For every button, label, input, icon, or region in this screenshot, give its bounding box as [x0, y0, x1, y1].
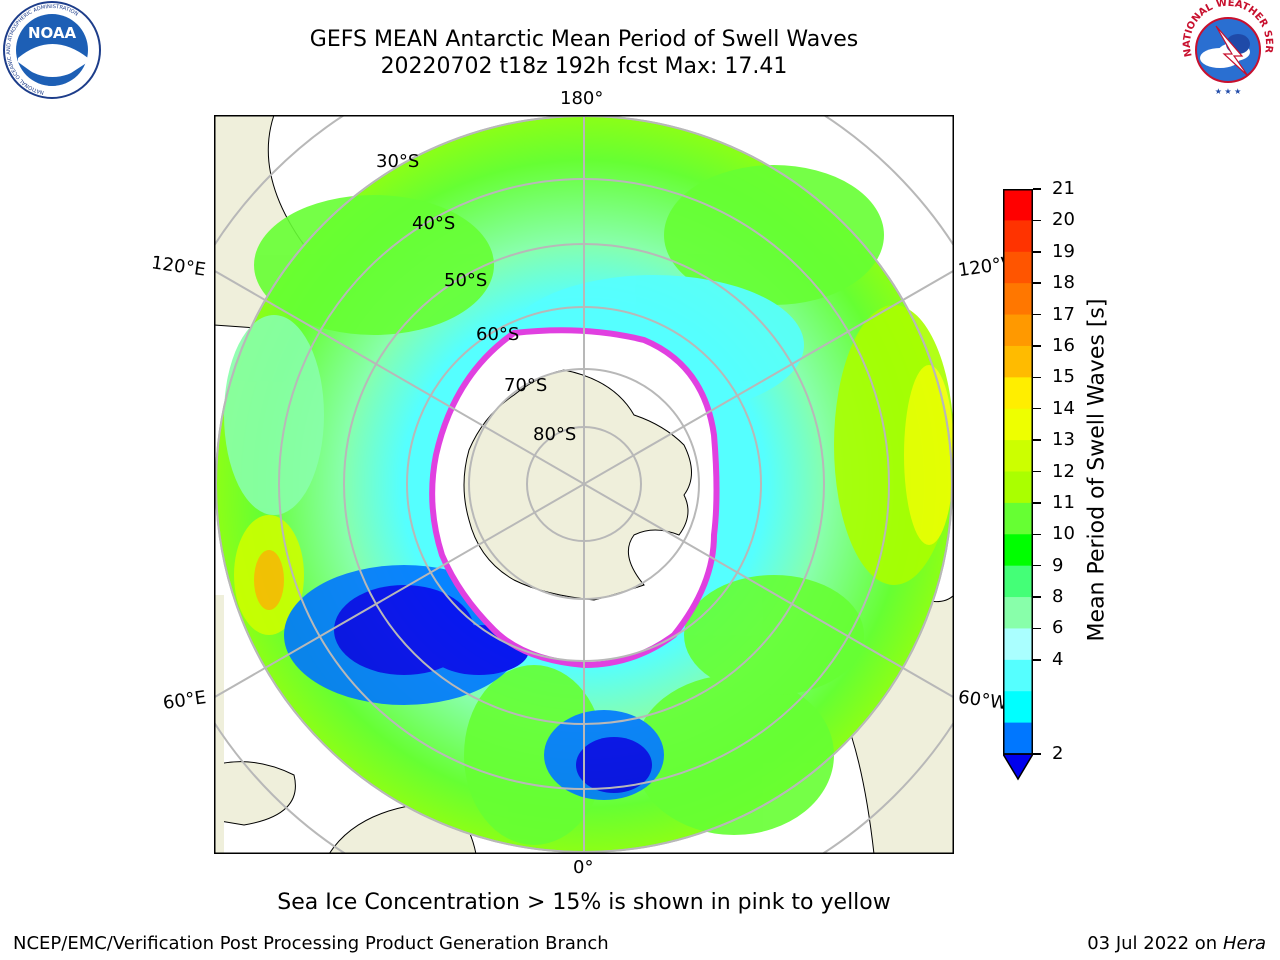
colorbar-tick-mark	[1033, 251, 1041, 253]
colorbar-tick-mark	[1033, 533, 1041, 536]
colorbar-tick-label: 2	[1052, 743, 1064, 764]
lat-label-80s: 80°S	[533, 424, 577, 445]
lon-label-0: 0°	[573, 857, 594, 878]
colorbar-band	[1003, 659, 1033, 692]
colorbar-band	[1003, 691, 1033, 724]
colorbar-tick-mark	[1033, 564, 1041, 567]
colorbar-tick-mark	[1033, 470, 1041, 473]
lat-label-60s: 60°S	[476, 324, 520, 345]
lat-label-70s: 70°S	[504, 375, 548, 396]
colorbar-band	[1003, 440, 1033, 472]
colorbar-tick-label: 16	[1052, 334, 1075, 356]
colorbar-tick-mark	[1033, 627, 1041, 630]
colorbar-band	[1003, 377, 1033, 410]
colorbar-tick-mark	[1033, 659, 1041, 661]
svg-text:★ ★ ★: ★ ★ ★	[1215, 87, 1242, 96]
colorbar-tick-label: 15	[1052, 366, 1075, 388]
colorbar-tick-mark	[1033, 376, 1041, 379]
colorbar-tick-mark	[1033, 188, 1041, 190]
colorbar-band	[1003, 314, 1033, 347]
colorbar-tick-label: 20	[1052, 209, 1075, 231]
colorbar-tick-mark	[1033, 345, 1041, 347]
antarctica	[463, 369, 692, 601]
colorbar-band	[1003, 628, 1033, 661]
colorbar-tick-label: 13	[1052, 429, 1075, 451]
lat-label-30s: 30°S	[376, 151, 420, 172]
colorbar-tick-mark	[1033, 502, 1041, 504]
colorbar-tick-mark	[1033, 282, 1041, 284]
colorbar	[1003, 189, 1033, 781]
footer-date: 03 Jul 2022 on Hera	[1087, 933, 1266, 954]
colorbar-tick-mark	[1033, 407, 1041, 410]
colorbar-tick-mark	[1033, 439, 1041, 441]
lat-label-50s: 50°S	[444, 270, 488, 291]
colorbar-band	[1003, 408, 1033, 441]
noaa-logo: NOAA NATIONAL OCEANIC AND ATMOSPHERIC AD…	[3, 1, 101, 99]
colorbar-tick-label: 4	[1052, 648, 1064, 670]
lon-label-60e: 60°E	[161, 687, 208, 714]
lon-label-120e: 120°E	[149, 252, 207, 281]
map-title: GEFS MEAN Antarctic Mean Period of Swell…	[309, 27, 859, 52]
footer-host: Hera	[1222, 933, 1266, 954]
colorbar-band	[1003, 565, 1033, 598]
colorbar-tick-label: 21	[1052, 178, 1075, 199]
colorbar-tick-mark	[1033, 313, 1041, 316]
colorbar-tick-label: 17	[1052, 303, 1075, 325]
colorbar-tick-label: 18	[1052, 272, 1075, 294]
colorbar-band	[1003, 722, 1033, 755]
nws-logo: NATIONAL WEATHER SERVICE ★ ★ ★	[1178, 0, 1276, 98]
colorbar-tick-mark	[1033, 753, 1041, 755]
colorbar-band	[1003, 283, 1033, 316]
footer-credit: NCEP/EMC/Verification Post Processing Pr…	[13, 933, 609, 954]
colorbar-tick-label: 12	[1052, 460, 1075, 482]
polar-map	[214, 115, 954, 854]
lat-label-40s: 40°S	[412, 213, 456, 234]
colorbar-band	[1003, 345, 1033, 378]
colorbar-tick-label: 6	[1052, 617, 1064, 639]
colorbar-band	[1003, 502, 1033, 535]
colorbar-tick-label: 11	[1052, 491, 1075, 513]
colorbar-tick-label: 19	[1052, 240, 1075, 262]
colorbar-band	[1003, 251, 1033, 284]
colorbar-band	[1003, 597, 1033, 629]
map-subtitle: 20220702 t18z 192h fcst Max: 17.41	[380, 54, 788, 79]
lon-label-60w: 60°W	[956, 686, 1009, 715]
colorbar-tick-label: 14	[1052, 397, 1075, 419]
colorbar-band	[1003, 220, 1033, 253]
colorbar-tick-label: 9	[1052, 554, 1064, 576]
colorbar-tick-label: 8	[1052, 586, 1064, 608]
sea-ice-note: Sea Ice Concentration > 15% is shown in …	[277, 890, 891, 915]
lon-label-180: 180°	[560, 88, 604, 109]
colorbar-tick-mark	[1033, 219, 1041, 222]
colorbar-band	[1003, 534, 1033, 567]
colorbar-tick-mark	[1033, 596, 1041, 598]
colorbar-extend-triangle	[1003, 753, 1033, 781]
colorbar-band	[1003, 189, 1033, 221]
colorbar-tick-label: 10	[1052, 523, 1075, 545]
noaa-logo-text: NOAA	[28, 24, 77, 42]
colorbar-band	[1003, 471, 1033, 504]
colorbar-label: Mean Period of Swell Waves [s]	[1084, 298, 1110, 642]
footer-date-text: 03 Jul 2022 on	[1087, 933, 1223, 954]
